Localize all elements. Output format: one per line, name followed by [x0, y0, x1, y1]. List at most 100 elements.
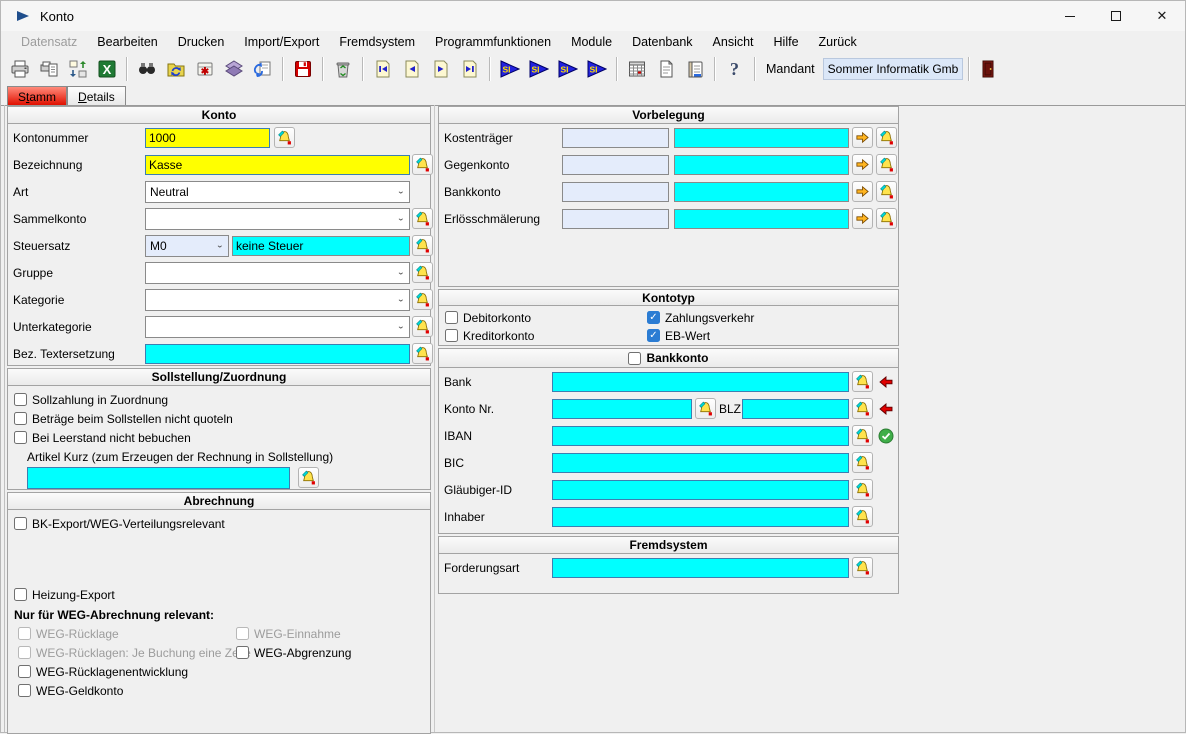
- weg-ruecklagenentwicklung-checkbox[interactable]: [18, 665, 31, 678]
- sammelkonto-edit-bell-icon[interactable]: [412, 208, 433, 229]
- sammelkonto-select[interactable]: ⌄: [145, 207, 410, 230]
- mandant-field[interactable]: [822, 58, 963, 80]
- kostentraeger-goto-arrow-icon[interactable]: [852, 127, 873, 148]
- folder-sync-icon[interactable]: [162, 56, 189, 83]
- checkbox-row-weg-abgrenzung[interactable]: WEG-Abgrenzung: [236, 643, 430, 662]
- checkbox-row-eb-wert[interactable]: EB-Wert: [647, 326, 898, 345]
- menu-datenbank[interactable]: Datenbank: [632, 35, 693, 49]
- kreditorkonto-checkbox[interactable]: [445, 329, 458, 342]
- bank-input[interactable]: [552, 371, 849, 392]
- menu-programmfunktionen[interactable]: Programmfunktionen: [435, 35, 552, 49]
- refresh-record-icon[interactable]: [249, 56, 276, 83]
- erloesschmaelerung-text-input[interactable]: [674, 208, 849, 229]
- menu-hilfe[interactable]: Hilfe: [773, 35, 799, 49]
- konto-nr-edit-bell-icon[interactable]: [695, 398, 716, 419]
- minimize-button[interactable]: [1047, 1, 1093, 31]
- iban-valid-check-icon[interactable]: [877, 427, 895, 445]
- si-module-4-icon[interactable]: SI: [583, 56, 610, 83]
- kostentraeger-code-input[interactable]: [562, 127, 669, 148]
- bez-textersetzung-input[interactable]: [145, 343, 410, 364]
- checkbox-row-betraege[interactable]: Beträge beim Sollstellen nicht quoteln: [14, 409, 430, 428]
- gegenkonto-code-input[interactable]: [562, 154, 669, 175]
- artikel-kurz-edit-bell-icon[interactable]: [298, 467, 319, 488]
- checkbox-row-heizung-export[interactable]: Heizung-Export: [14, 585, 430, 604]
- close-button[interactable]: ✕: [1139, 1, 1185, 31]
- vb-bankkonto-edit-bell-icon[interactable]: [876, 181, 897, 202]
- kontonummer-edit-bell-icon[interactable]: [274, 127, 295, 148]
- bezeichnung-edit-bell-icon[interactable]: [412, 154, 433, 175]
- document-icon[interactable]: [652, 56, 679, 83]
- menu-module[interactable]: Module: [571, 35, 613, 49]
- checkbox-row-kreditorkonto[interactable]: Kreditorkonto: [445, 326, 647, 345]
- menu-import-export[interactable]: Import/Export: [244, 35, 320, 49]
- excel-export-icon[interactable]: X: [93, 56, 120, 83]
- inhaber-edit-bell-icon[interactable]: [852, 506, 873, 527]
- unterkategorie-edit-bell-icon[interactable]: [412, 316, 433, 337]
- menu-bearbeiten[interactable]: Bearbeiten: [97, 35, 158, 49]
- erloesschmaelerung-edit-bell-icon[interactable]: [876, 208, 897, 229]
- checkbox-row-leerstand[interactable]: Bei Leerstand nicht bebuchen: [14, 428, 430, 447]
- delete-icon[interactable]: [329, 56, 356, 83]
- art-select[interactable]: Neutral ⌄: [145, 180, 410, 203]
- debitorkonto-checkbox[interactable]: [445, 311, 458, 324]
- nav-first-icon[interactable]: [369, 56, 396, 83]
- nav-prev-icon[interactable]: [398, 56, 425, 83]
- bez-textersetzung-edit-bell-icon[interactable]: [412, 343, 433, 364]
- eb-wert-checkbox[interactable]: [647, 329, 660, 342]
- kategorie-select[interactable]: ⌄: [145, 288, 410, 311]
- si-module-3-icon[interactable]: SI: [554, 56, 581, 83]
- exit-icon[interactable]: [975, 56, 1002, 83]
- heizung-export-checkbox[interactable]: [14, 588, 27, 601]
- steuersatz-text[interactable]: [232, 235, 410, 256]
- menu-ansicht[interactable]: Ansicht: [712, 35, 754, 49]
- print-icon[interactable]: [6, 56, 33, 83]
- checkbox-row-sollzahlung[interactable]: Sollzahlung in Zuordnung: [14, 390, 430, 409]
- checkbox-row-zahlungsverkehr[interactable]: Zahlungsverkehr: [647, 308, 898, 327]
- unterkategorie-select[interactable]: ⌄: [145, 315, 410, 338]
- gegenkonto-goto-arrow-icon[interactable]: [852, 154, 873, 175]
- bic-input[interactable]: [552, 452, 849, 473]
- blz-input[interactable]: [742, 398, 849, 419]
- forderungsart-input[interactable]: [552, 557, 849, 578]
- konto-nr-input[interactable]: [552, 398, 692, 419]
- bezeichnung-input[interactable]: [145, 154, 410, 175]
- kategorie-edit-bell-icon[interactable]: [412, 289, 433, 310]
- menu-drucken[interactable]: Drucken: [177, 35, 225, 49]
- bank-back-arrow-icon[interactable]: [877, 373, 895, 391]
- copy-record-icon[interactable]: [220, 56, 247, 83]
- checkbox-row-debitorkonto[interactable]: Debitorkonto: [445, 308, 647, 327]
- save-icon[interactable]: [289, 56, 316, 83]
- zahlungsverkehr-checkbox[interactable]: [647, 311, 660, 324]
- iban-input[interactable]: [552, 425, 849, 446]
- transfer-icon[interactable]: [64, 56, 91, 83]
- blz-edit-bell-icon[interactable]: [852, 398, 873, 419]
- weg-abgrenzung-checkbox[interactable]: [236, 646, 249, 659]
- betraege-checkbox[interactable]: [14, 412, 27, 425]
- iban-edit-bell-icon[interactable]: [852, 425, 873, 446]
- checkbox-row-bk-export[interactable]: BK-Export/WEG-Verteilungsrelevant: [14, 514, 430, 533]
- erloesschmaelerung-goto-arrow-icon[interactable]: [852, 208, 873, 229]
- calendar-icon[interactable]: [623, 56, 650, 83]
- nav-next-icon[interactable]: [427, 56, 454, 83]
- konto-nr-back-arrow-icon[interactable]: [877, 400, 895, 418]
- checkbox-row-weg-geldkonto[interactable]: WEG-Geldkonto: [18, 681, 236, 700]
- vb-bankkonto-code-input[interactable]: [562, 181, 669, 202]
- glaeubiger-id-input[interactable]: [552, 479, 849, 500]
- sollzahlung-checkbox[interactable]: [14, 393, 27, 406]
- bic-edit-bell-icon[interactable]: [852, 452, 873, 473]
- steuersatz-select[interactable]: M0 ⌄: [145, 234, 229, 257]
- bk-export-checkbox[interactable]: [14, 517, 27, 530]
- bankkonto-group-checkbox[interactable]: [628, 351, 642, 365]
- print-preview-icon[interactable]: [35, 56, 62, 83]
- menu-fremdsystem[interactable]: Fremdsystem: [339, 35, 416, 49]
- kostentraeger-text-input[interactable]: [674, 127, 849, 148]
- gegenkonto-edit-bell-icon[interactable]: [876, 154, 897, 175]
- help-icon[interactable]: ?: [721, 56, 748, 83]
- glaeubiger-id-edit-bell-icon[interactable]: [852, 479, 873, 500]
- si-module-2-icon[interactable]: SI: [525, 56, 552, 83]
- si-module-1-icon[interactable]: SI: [496, 56, 523, 83]
- new-record-icon[interactable]: ✱: [191, 56, 218, 83]
- artikel-kurz-input[interactable]: [27, 467, 290, 489]
- steuersatz-edit-bell-icon[interactable]: [412, 235, 433, 256]
